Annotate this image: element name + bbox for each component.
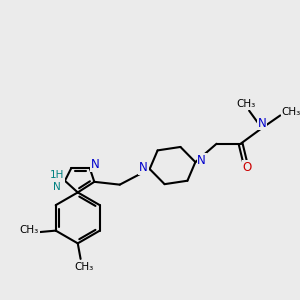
Text: N: N: [197, 154, 206, 167]
Text: N: N: [258, 117, 267, 130]
Text: CH₃: CH₃: [281, 107, 300, 117]
Text: CH₃: CH₃: [236, 99, 255, 110]
Text: CH₃: CH₃: [74, 262, 94, 272]
Text: O: O: [242, 161, 251, 174]
Text: 1H
N: 1H N: [50, 170, 64, 192]
Text: CH₃: CH₃: [20, 225, 39, 235]
Text: N: N: [139, 161, 148, 174]
Text: N: N: [90, 158, 99, 171]
